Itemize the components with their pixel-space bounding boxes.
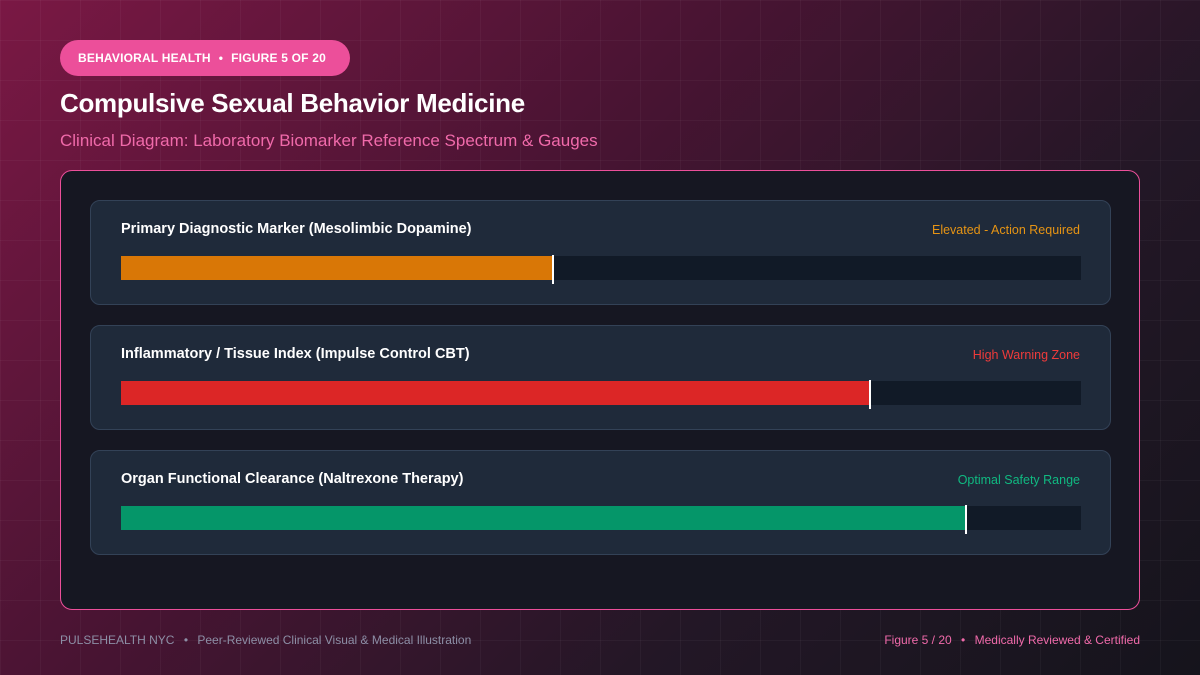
page-subtitle: Clinical Diagram: Laboratory Biomarker R… <box>60 131 598 150</box>
gauge-label: Primary Diagnostic Marker (Mesolimbic Do… <box>121 221 472 237</box>
gauge-card-naltrexone: Organ Functional Clearance (Naltrexone T… <box>90 450 1111 555</box>
gauge-status: Elevated - Action Required <box>931 223 1080 237</box>
gauge-label: Inflammatory / Tissue Index (Impulse Con… <box>121 346 470 362</box>
footer-separator: • <box>183 633 189 647</box>
gauge-marker <box>552 255 554 284</box>
gauge-marker <box>868 380 871 409</box>
gauge-panel: Primary Diagnostic Marker (Mesolimbic Do… <box>60 170 1140 610</box>
gauge-fill <box>121 256 553 280</box>
gauge-track <box>121 255 1081 284</box>
footer-separator: • <box>961 633 966 647</box>
gauge-status: High Warning Zone <box>972 348 1080 362</box>
gauge-track <box>121 380 1081 409</box>
gauge-fill <box>121 506 966 530</box>
category-badge: BEHAVIORAL HEALTH • FIGURE 5 OF 20 <box>60 40 350 76</box>
footer-tagline: Peer-Reviewed Clinical Visual & Medical … <box>197 633 472 647</box>
category-label: BEHAVIORAL HEALTH <box>78 51 211 65</box>
gauge-status: Optimal Safety Range <box>957 473 1080 487</box>
footer-figure-count: Figure 5 / 20 <box>884 633 952 647</box>
footer-certification: Medically Reviewed & Certified <box>974 633 1140 647</box>
footer-brand: PULSEHEALTH NYC <box>60 633 175 647</box>
gauge-card-dopamine: Primary Diagnostic Marker (Mesolimbic Do… <box>90 200 1111 305</box>
page-title: Compulsive Sexual Behavior Medicine <box>60 88 525 118</box>
footer-brand-line: PULSEHEALTH NYC • Peer-Reviewed Clinical… <box>60 633 471 647</box>
gauge-fill <box>121 381 870 405</box>
gauge-marker <box>964 505 967 534</box>
badge-separator: • <box>218 51 224 65</box>
gauge-card-impulse-control: Inflammatory / Tissue Index (Impulse Con… <box>90 325 1111 430</box>
gauge-track <box>121 505 1081 534</box>
gauge-label: Organ Functional Clearance (Naltrexone T… <box>121 471 464 487</box>
footer-figure-line: Figure 5 / 20 • Medically Reviewed & Cer… <box>884 633 1140 647</box>
figure-label: FIGURE 5 OF 20 <box>231 51 326 65</box>
